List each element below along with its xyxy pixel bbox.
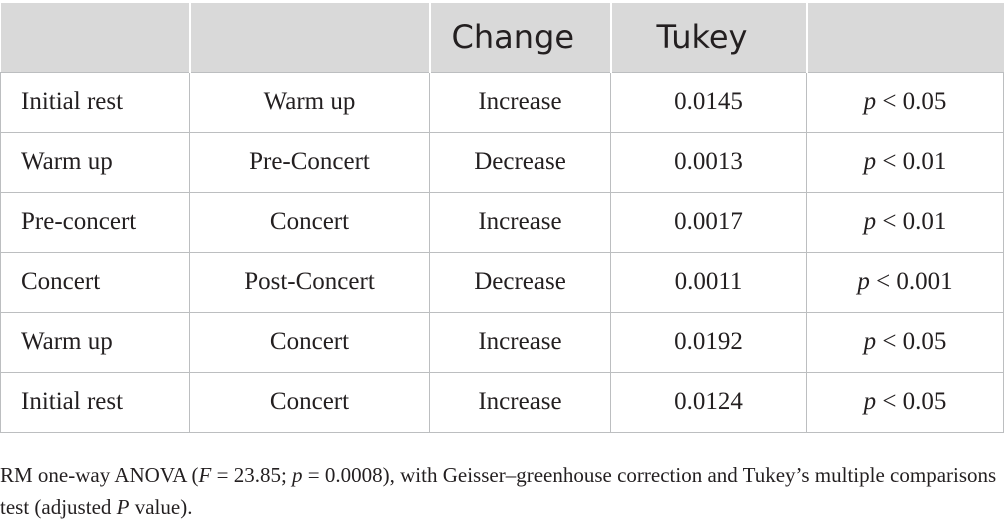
cell-from: Warm up	[0, 131, 190, 193]
cell-from: Warm up	[0, 311, 190, 373]
cell-change: Increase	[429, 311, 611, 373]
header-cell-change: Change	[429, 3, 612, 72]
cell-to: Concert	[189, 371, 430, 433]
p-threshold: < 0.05	[876, 388, 947, 415]
cell-significance: p < 0.05	[806, 311, 1004, 373]
comparison-table: Change Tukey Initial rest Warm up Increa…	[0, 3, 1004, 433]
p-symbol: p	[292, 463, 303, 487]
cell-to: Warm up	[189, 71, 430, 133]
p-threshold: < 0.05	[876, 88, 947, 115]
table-footnote: RM one-way ANOVA (F = 23.85; p = 0.0008)…	[0, 463, 997, 519]
p-threshold: < 0.001	[869, 268, 953, 295]
p-symbol: p	[857, 268, 870, 295]
table-row: Initial rest Warm up Increase 0.0145 p <…	[0, 71, 1004, 133]
p-threshold: < 0.01	[876, 208, 947, 235]
p-symbol: p	[863, 328, 877, 355]
cell-tukey: 0.0192	[610, 311, 807, 373]
f-statistic-symbol: F	[198, 463, 212, 487]
cell-change: Increase	[429, 71, 611, 133]
header-cell-tukey: Tukey	[610, 3, 808, 72]
table-row: Warm up Concert Increase 0.0192 p < 0.05	[0, 311, 1004, 373]
header-cell-to	[189, 3, 431, 72]
table-row: Warm up Pre-Concert Decrease 0.0013 p < …	[0, 131, 1004, 193]
cell-from: Concert	[0, 251, 190, 313]
cell-tukey: 0.0011	[610, 251, 807, 313]
cell-tukey: 0.0145	[610, 71, 807, 133]
table-row: Pre-concert Concert Increase 0.0017 p < …	[0, 191, 1004, 253]
cell-significance: p < 0.01	[806, 191, 1004, 253]
cell-significance: p < 0.05	[806, 371, 1004, 433]
adjusted-p-symbol: P	[116, 495, 130, 519]
cell-significance: p < 0.001	[806, 251, 1004, 313]
cell-change: Increase	[429, 191, 611, 253]
cell-from: Initial rest	[0, 371, 190, 433]
cell-change: Decrease	[429, 131, 611, 193]
cell-to: Concert	[189, 311, 430, 373]
cell-tukey: 0.0017	[610, 191, 807, 253]
cell-from: Pre-concert	[0, 191, 190, 253]
p-symbol: p	[863, 88, 877, 115]
cell-from: Initial rest	[0, 71, 190, 133]
p-symbol: p	[863, 208, 877, 235]
header-change-label: Change	[451, 18, 575, 57]
cell-significance: p < 0.01	[806, 131, 1004, 193]
table-row: Initial rest Concert Increase 0.0124 p <…	[0, 371, 1004, 433]
p-threshold: < 0.05	[876, 328, 947, 355]
p-threshold: < 0.01	[876, 148, 947, 175]
cell-change: Decrease	[429, 251, 611, 313]
p-symbol: p	[863, 148, 877, 175]
cell-tukey: 0.0124	[610, 371, 807, 433]
cell-significance: p < 0.05	[806, 71, 1004, 133]
table-row: Concert Post-Concert Decrease 0.0011 p <…	[0, 251, 1004, 313]
cell-to: Concert	[189, 191, 430, 253]
header-cell-from	[0, 3, 191, 72]
cell-to: Post-Concert	[189, 251, 430, 313]
p-symbol: p	[863, 388, 877, 415]
header-tukey-label: Tukey	[656, 18, 748, 57]
cell-tukey: 0.0013	[610, 131, 807, 193]
header-cell-significance	[806, 3, 1004, 72]
header-row: Change Tukey	[0, 3, 1004, 72]
cell-to: Pre-Concert	[189, 131, 430, 193]
cell-change: Increase	[429, 371, 611, 433]
